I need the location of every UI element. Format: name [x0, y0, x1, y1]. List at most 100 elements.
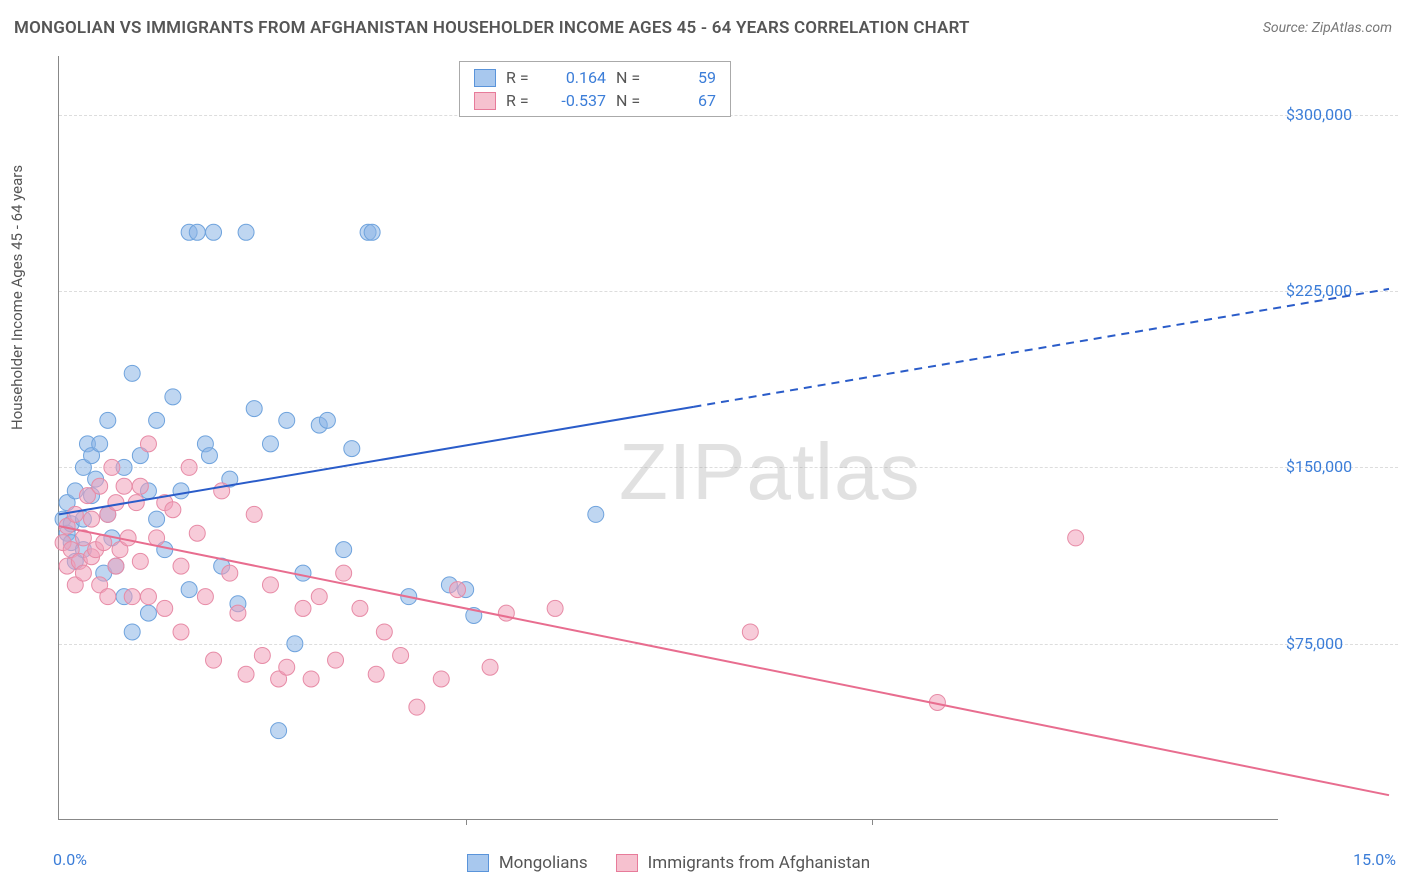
data-point [124, 589, 140, 605]
data-point [149, 511, 165, 527]
data-point [368, 666, 384, 682]
data-point [287, 636, 303, 652]
legend-row: R = 0.164 N = 59 [460, 66, 730, 89]
data-point [140, 436, 156, 452]
correlation-legend: R = 0.164 N = 59 R = -0.537 N = 67 [459, 61, 731, 117]
data-point [116, 478, 132, 494]
data-point [173, 483, 189, 499]
data-point [104, 459, 120, 475]
data-point [246, 401, 262, 417]
data-point [319, 412, 335, 428]
data-point [279, 412, 295, 428]
swatch-icon [616, 854, 638, 872]
legend-label: Immigrants from Afghanistan [648, 853, 871, 873]
n-value: 67 [656, 91, 716, 110]
data-point [149, 530, 165, 546]
data-point [279, 659, 295, 675]
data-point [271, 723, 287, 739]
data-point [230, 605, 246, 621]
data-point [246, 506, 262, 522]
data-point [201, 448, 217, 464]
source-label: Source: ZipAtlas.com [1263, 20, 1392, 36]
data-point [409, 699, 425, 715]
data-point [238, 666, 254, 682]
data-point [1068, 530, 1084, 546]
data-point [376, 624, 392, 640]
data-point [120, 530, 136, 546]
data-point [206, 652, 222, 668]
data-point [132, 478, 148, 494]
trend-line [59, 526, 1279, 773]
swatch-icon [474, 92, 496, 110]
data-point [206, 224, 222, 240]
data-point [92, 478, 108, 494]
data-point [222, 565, 238, 581]
data-point [303, 671, 319, 687]
legend-item: Immigrants from Afghanistan [616, 853, 871, 873]
scatter-plot [59, 56, 1399, 820]
data-point [344, 441, 360, 457]
series-legend: Mongolians Immigrants from Afghanistan [59, 853, 1278, 873]
data-point [165, 502, 181, 518]
legend-label: Mongolians [499, 853, 588, 873]
data-point [336, 542, 352, 558]
swatch-icon [467, 854, 489, 872]
data-point [336, 565, 352, 581]
data-point [262, 577, 278, 593]
data-point [352, 600, 368, 616]
data-point [124, 365, 140, 381]
data-point [140, 605, 156, 621]
data-point [157, 600, 173, 616]
data-point [149, 412, 165, 428]
data-point [364, 224, 380, 240]
data-point [588, 506, 604, 522]
data-point [173, 624, 189, 640]
data-point [295, 600, 311, 616]
data-point [108, 558, 124, 574]
data-point [262, 436, 278, 452]
data-point [254, 647, 270, 663]
n-value: 59 [656, 68, 716, 87]
data-point [92, 436, 108, 452]
data-point [132, 553, 148, 569]
legend-item: Mongolians [467, 853, 588, 873]
data-point [238, 224, 254, 240]
data-point [100, 412, 116, 428]
data-point [450, 582, 466, 598]
data-point [197, 589, 213, 605]
swatch-icon [474, 69, 496, 87]
n-label: N = [616, 68, 646, 87]
legend-row: R = -0.537 N = 67 [460, 89, 730, 112]
plot-area: $75,000$150,000$225,000$300,000 ZIPatlas… [58, 56, 1278, 820]
data-point [173, 558, 189, 574]
data-point [84, 511, 100, 527]
trend-line [1279, 773, 1389, 795]
data-point [742, 624, 758, 640]
r-value: -0.537 [546, 91, 606, 110]
data-point [100, 589, 116, 605]
data-point [295, 565, 311, 581]
data-point [181, 459, 197, 475]
n-label: N = [616, 91, 646, 110]
y-axis-label: Householder Income Ages 45 - 64 years [8, 165, 26, 430]
data-point [124, 624, 140, 640]
data-point [393, 647, 409, 663]
data-point [311, 589, 327, 605]
data-point [189, 525, 205, 541]
data-point [181, 582, 197, 598]
data-point [140, 589, 156, 605]
x-tick-label: 0.0% [53, 850, 87, 869]
chart-title: MONGOLIAN VS IMMIGRANTS FROM AFGHANISTAN… [14, 18, 970, 38]
data-point [328, 652, 344, 668]
data-point [547, 600, 563, 616]
r-label: R = [506, 91, 536, 110]
data-point [433, 671, 449, 687]
data-point [67, 506, 83, 522]
data-point [108, 495, 124, 511]
r-label: R = [506, 68, 536, 87]
r-value: 0.164 [546, 68, 606, 87]
data-point [75, 565, 91, 581]
data-point [165, 389, 181, 405]
data-point [189, 224, 205, 240]
x-tick-label: 15.0% [1353, 850, 1396, 869]
